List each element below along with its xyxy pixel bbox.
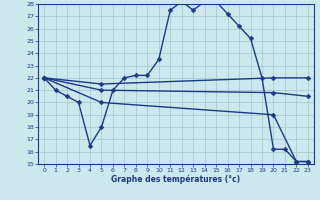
X-axis label: Graphe des températures (°c): Graphe des températures (°c) xyxy=(111,175,241,184)
